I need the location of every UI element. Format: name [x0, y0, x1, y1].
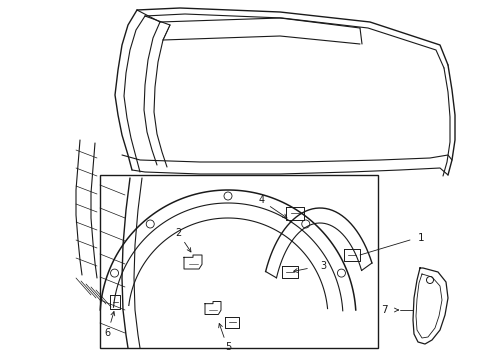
Text: 7: 7	[381, 305, 387, 315]
Text: 2: 2	[175, 228, 181, 238]
Text: 4: 4	[259, 195, 264, 205]
Text: 1: 1	[417, 233, 424, 243]
Text: 3: 3	[319, 261, 325, 271]
Text: 5: 5	[224, 342, 231, 352]
Bar	[100, 175, 377, 348]
Text: 6: 6	[104, 328, 110, 338]
